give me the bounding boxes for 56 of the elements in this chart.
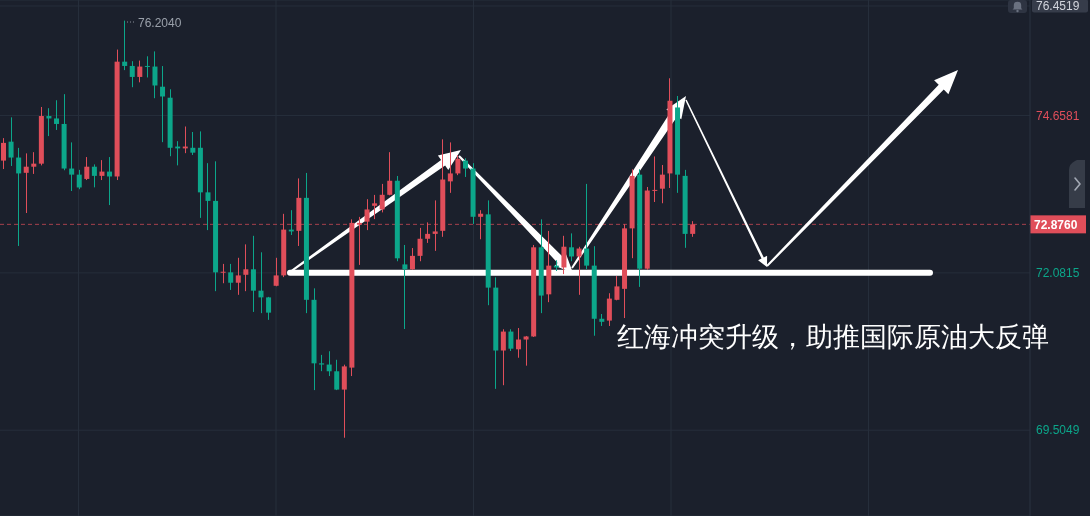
candlestick [220, 263, 226, 284]
candlestick [84, 157, 90, 181]
candlestick [341, 364, 347, 438]
candlestick [500, 329, 506, 386]
candlestick [23, 153, 29, 214]
candlestick [417, 227, 423, 262]
candlestick [144, 56, 150, 78]
candlestick [129, 61, 135, 88]
y-tick-label: 72.0815 [1036, 266, 1080, 281]
candlestick [137, 60, 143, 83]
candlestick [152, 51, 158, 99]
candlestick [31, 152, 37, 174]
candlestick [235, 257, 241, 295]
ref-line-label: 72.8760 [1034, 217, 1078, 232]
candlestick [54, 100, 60, 130]
candlestick [387, 152, 393, 196]
candlestick [69, 142, 75, 192]
candlestick [122, 20, 128, 71]
candlestick [614, 276, 620, 301]
candlestick [266, 296, 272, 320]
annotation: 红海冲突升级，助推国际原油大反弹 [617, 321, 1049, 354]
candlestick [569, 233, 575, 262]
candlestick [334, 359, 340, 391]
candlestick [409, 248, 415, 270]
y-tick-label: 69.5049 [1036, 423, 1080, 438]
candlestick [659, 164, 665, 204]
candlestick [516, 328, 521, 358]
candlestick [91, 164, 97, 188]
candlestick [379, 183, 385, 213]
candlestick [1, 138, 6, 170]
candlestick [508, 329, 514, 352]
candlestick [447, 142, 453, 193]
candlestick [99, 160, 105, 181]
candlestick [319, 354, 325, 372]
candlestick [356, 216, 362, 265]
candlestick [584, 183, 590, 270]
candlestick [273, 257, 279, 287]
candlestick [523, 335, 529, 366]
candlestick [372, 194, 378, 220]
candlestick [8, 117, 14, 166]
candlestick [561, 235, 567, 275]
candlestick [243, 244, 249, 292]
candlestick [160, 66, 166, 143]
candlestick [455, 155, 461, 176]
candlestick [402, 244, 408, 330]
y-tick-label: 76.4519 [1036, 0, 1080, 14]
candlestick [228, 263, 234, 290]
candlestick [76, 169, 82, 190]
candlestick [606, 293, 612, 326]
candlestick [16, 147, 22, 246]
candlestick [190, 132, 196, 155]
annotation: 76.2040 [138, 16, 182, 31]
y-tick-label: 74.6581 [1036, 108, 1080, 123]
candlestick [652, 156, 658, 203]
candlestick [205, 163, 211, 231]
candlestick [250, 235, 256, 312]
